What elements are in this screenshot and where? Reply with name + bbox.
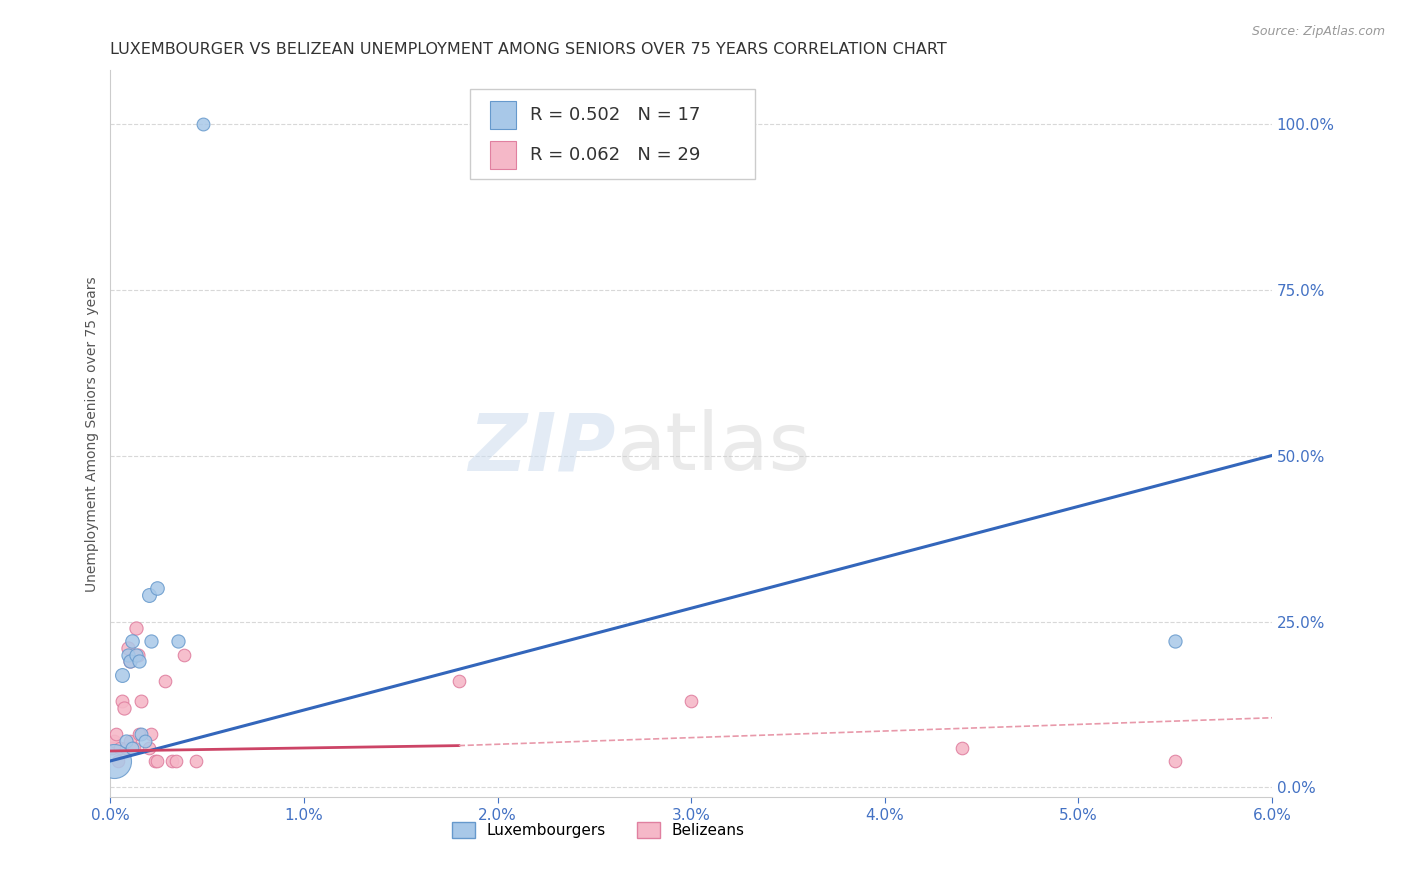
Point <box>193 117 215 131</box>
Text: R = 0.502   N = 17: R = 0.502 N = 17 <box>530 106 700 124</box>
Point <box>184 754 207 768</box>
Point <box>167 634 190 648</box>
Point <box>138 588 160 602</box>
Point <box>107 754 129 768</box>
Text: atlas: atlas <box>616 409 810 487</box>
Point <box>111 694 134 708</box>
Y-axis label: Unemployment Among Seniors over 75 years: Unemployment Among Seniors over 75 years <box>86 277 100 591</box>
Point <box>118 654 141 668</box>
Text: LUXEMBOURGER VS BELIZEAN UNEMPLOYMENT AMONG SENIORS OVER 75 YEARS CORRELATION CH: LUXEMBOURGER VS BELIZEAN UNEMPLOYMENT AM… <box>111 42 948 57</box>
Point <box>101 740 124 755</box>
Point <box>146 582 169 596</box>
Point <box>162 754 184 768</box>
Text: Source: ZipAtlas.com: Source: ZipAtlas.com <box>1251 25 1385 38</box>
Point <box>117 648 139 662</box>
Point <box>121 634 143 648</box>
Point <box>153 674 176 689</box>
Text: R = 0.062   N = 29: R = 0.062 N = 29 <box>530 145 700 164</box>
Point <box>1164 634 1187 648</box>
Point <box>139 727 162 741</box>
Point <box>165 754 187 768</box>
Point <box>115 734 138 748</box>
Point <box>111 667 134 681</box>
Point <box>950 740 973 755</box>
Point <box>134 734 156 748</box>
Legend: Luxembourgers, Belizeans: Luxembourgers, Belizeans <box>446 816 751 845</box>
Point <box>124 621 146 635</box>
FancyBboxPatch shape <box>491 101 516 128</box>
Point <box>117 641 139 656</box>
Point <box>127 648 149 662</box>
Point <box>173 648 195 662</box>
Point <box>128 654 150 668</box>
Point <box>146 754 169 768</box>
Point <box>118 734 141 748</box>
Point <box>143 754 166 768</box>
Point <box>112 701 135 715</box>
FancyBboxPatch shape <box>491 141 516 169</box>
Point <box>105 727 128 741</box>
Point <box>131 727 153 741</box>
Point <box>447 674 470 689</box>
Point <box>139 634 162 648</box>
Point <box>108 740 131 755</box>
Point <box>103 754 125 768</box>
Point <box>118 654 141 668</box>
Point <box>124 648 146 662</box>
Point <box>138 740 160 755</box>
Point <box>128 727 150 741</box>
Point <box>122 740 145 755</box>
Text: ZIP: ZIP <box>468 409 616 487</box>
Point <box>121 740 143 755</box>
FancyBboxPatch shape <box>471 88 755 179</box>
Point <box>131 694 153 708</box>
Point <box>115 740 138 755</box>
Point <box>1164 754 1187 768</box>
Point <box>681 694 703 708</box>
Point <box>103 734 125 748</box>
